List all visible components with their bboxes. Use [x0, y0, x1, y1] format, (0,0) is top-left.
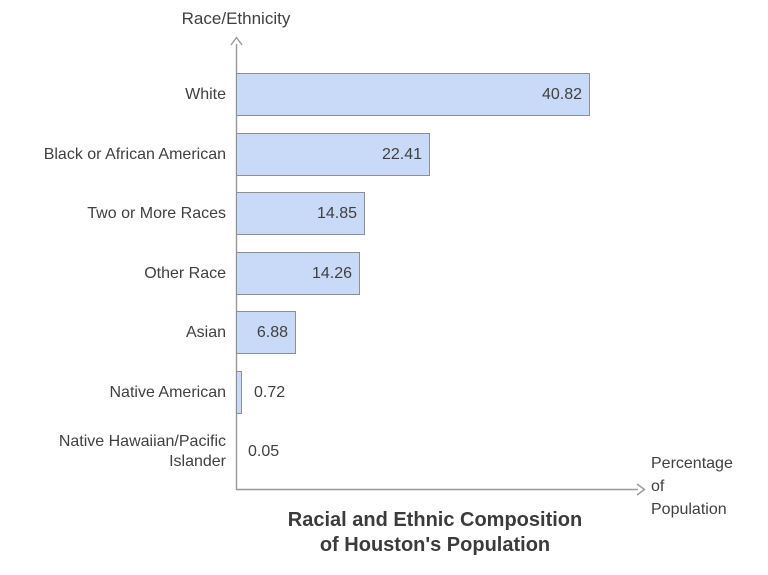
y-axis-title: Race/Ethnicity [181, 9, 291, 28]
bar [236, 73, 590, 116]
x-axis-arrow-icon [636, 483, 646, 496]
category-label: Native Hawaiian/Pacific Islander [58, 432, 226, 470]
bar [236, 133, 430, 176]
bar-value-label: 22.41 [381, 145, 422, 163]
bar [236, 252, 360, 295]
category-label: Other Race [144, 264, 226, 282]
category-label: Native American [109, 383, 227, 401]
bar [236, 371, 242, 414]
bar-value-label: 14.85 [316, 204, 357, 222]
bar-value-label: 40.82 [541, 85, 582, 103]
category-label: Two or More Races [87, 204, 226, 222]
bar-value-label: 6.88 [256, 323, 288, 341]
chart-title: Racial and Ethnic Composition of Houston… [287, 509, 583, 556]
y-axis-arrow-icon [230, 36, 243, 46]
category-label: Black or African American [43, 145, 226, 163]
bar-value-label: 0.05 [248, 442, 280, 460]
bar [236, 311, 296, 354]
x-axis-title: Percentage of Population [651, 455, 733, 518]
bar-value-label: 0.72 [254, 383, 286, 401]
bar-value-label: 14.26 [311, 264, 352, 282]
category-label: White [185, 85, 226, 103]
bar [236, 192, 365, 235]
category-label: Asian [185, 323, 226, 341]
